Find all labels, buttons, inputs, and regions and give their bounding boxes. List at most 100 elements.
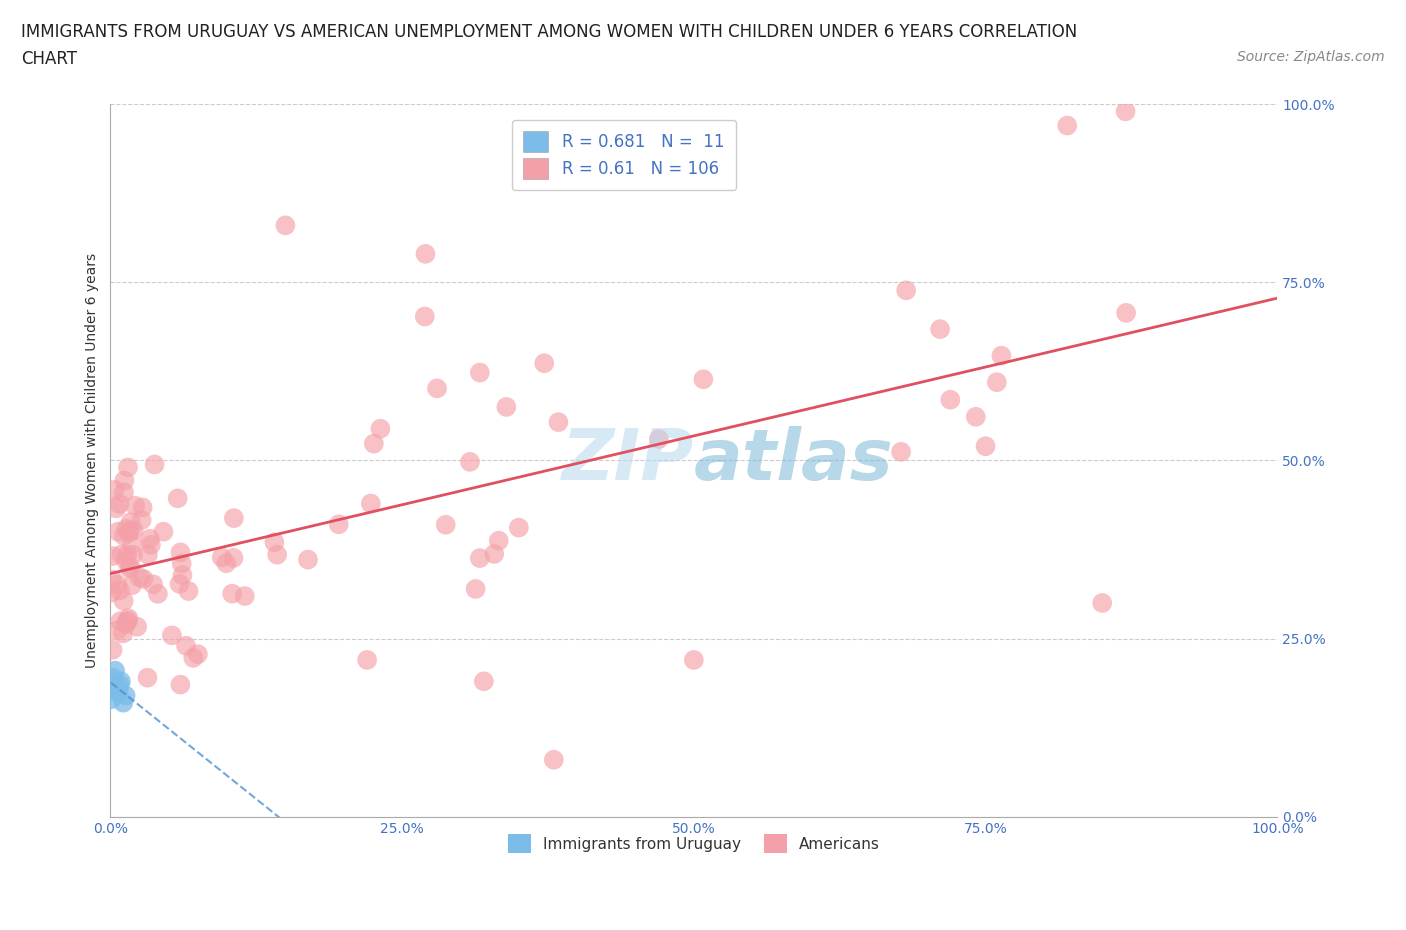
Point (160, 628, 183, 643)
Point (221, 586, 243, 601)
Point (132, 572, 155, 587)
Point (110, 547, 132, 562)
Point (139, 538, 162, 552)
Point (108, 497, 131, 512)
Point (211, 550, 233, 565)
Point (488, 533, 510, 548)
Point (263, 535, 285, 550)
Text: Source: ZipAtlas.com: Source: ZipAtlas.com (1237, 50, 1385, 64)
Point (139, 531, 162, 546)
Point (266, 547, 288, 562)
Point (128, 570, 150, 585)
Point (115, 522, 138, 537)
Point (124, 498, 146, 513)
Point (894, 283, 917, 298)
Point (682, 653, 704, 668)
Point (468, 365, 491, 380)
Point (648, 432, 671, 446)
Point (495, 400, 517, 415)
Point (136, 547, 159, 562)
Point (143, 457, 166, 472)
Point (115, 548, 138, 563)
Point (169, 545, 191, 560)
Point (121, 578, 143, 592)
Point (107, 525, 129, 539)
Point (274, 218, 297, 232)
Point (1056, 118, 1078, 133)
Point (468, 551, 491, 565)
Y-axis label: Unemployment Among Women with Children Under 6 years: Unemployment Among Women with Children U… (86, 253, 100, 668)
Point (105, 681, 128, 696)
Point (107, 684, 129, 699)
Point (233, 589, 256, 604)
Point (117, 460, 139, 475)
Point (363, 436, 385, 451)
Point (136, 671, 159, 685)
Point (172, 567, 194, 582)
Point (100, 585, 122, 600)
Text: IMMIGRANTS FROM URUGUAY VS AMERICAN UNEMPLOYMENT AMONG WOMEN WITH CHILDREN UNDER: IMMIGRANTS FROM URUGUAY VS AMERICAN UNEM… (21, 23, 1077, 41)
Point (222, 511, 245, 525)
Point (110, 674, 132, 689)
Point (107, 623, 129, 638)
Point (413, 309, 436, 324)
Point (101, 572, 124, 587)
Point (890, 445, 912, 459)
Point (974, 439, 997, 454)
Point (426, 381, 449, 396)
Point (169, 677, 191, 692)
Point (107, 684, 129, 699)
Point (990, 348, 1012, 363)
Point (1115, 305, 1137, 320)
Point (472, 674, 495, 689)
Text: CHART: CHART (21, 50, 77, 68)
Point (965, 409, 987, 424)
Point (939, 392, 962, 407)
Point (120, 514, 142, 529)
Point (187, 646, 209, 661)
Point (464, 581, 486, 596)
Point (120, 560, 142, 575)
Point (170, 556, 193, 571)
Point (103, 483, 125, 498)
Point (222, 551, 245, 565)
Point (115, 617, 138, 631)
Point (146, 587, 169, 602)
Point (115, 615, 138, 630)
Text: ZIP: ZIP (561, 426, 693, 495)
Point (177, 584, 200, 599)
Point (692, 372, 714, 387)
Point (104, 663, 127, 678)
Point (103, 677, 125, 692)
Point (101, 643, 124, 658)
Point (117, 611, 139, 626)
Point (215, 556, 238, 571)
Point (100, 692, 122, 707)
Point (112, 485, 135, 499)
Point (1091, 595, 1114, 610)
Point (127, 619, 149, 634)
Point (114, 688, 136, 703)
Point (166, 491, 188, 506)
Point (929, 322, 952, 337)
Point (105, 501, 128, 516)
Point (547, 415, 569, 430)
Point (415, 246, 437, 261)
Point (142, 577, 165, 591)
Point (101, 671, 124, 685)
Point (1115, 104, 1137, 119)
Point (101, 549, 124, 564)
Legend: Immigrants from Uruguay, Americans: Immigrants from Uruguay, Americans (502, 828, 886, 859)
Point (120, 524, 142, 538)
Point (122, 548, 145, 563)
Point (108, 677, 131, 692)
Point (131, 512, 153, 527)
Point (110, 614, 132, 629)
Point (434, 517, 457, 532)
Text: atlas: atlas (693, 426, 894, 495)
Point (174, 638, 197, 653)
Point (105, 577, 128, 591)
Point (112, 696, 135, 711)
Point (356, 653, 378, 668)
Point (122, 523, 145, 538)
